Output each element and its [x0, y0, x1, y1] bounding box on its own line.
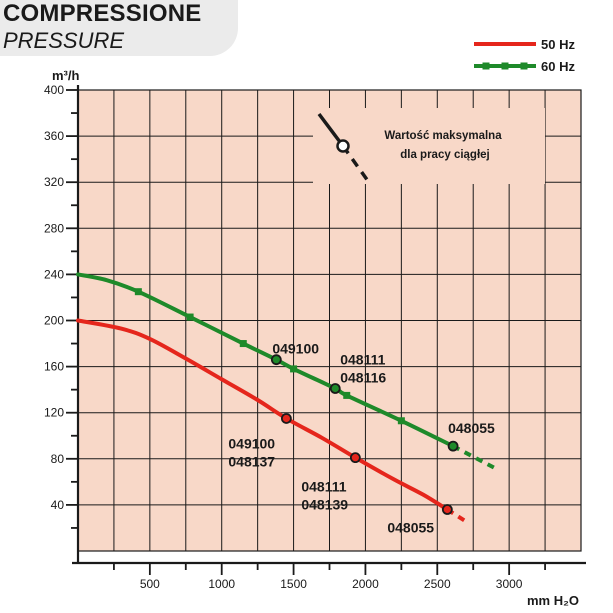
- y-tick-label: 280: [44, 221, 64, 235]
- x-tick-label: 500: [140, 577, 160, 591]
- y-tick-label: 200: [44, 314, 64, 328]
- point-label: 048055: [387, 520, 434, 536]
- point-label: 048137: [228, 453, 275, 469]
- annotation-text-line1: Wartość maksymalna: [384, 130, 502, 142]
- point-label: 049100: [228, 435, 275, 451]
- annotation-text-line2: dla pracy ciągłej: [400, 149, 490, 161]
- chart-title: COMPRESSIONE: [3, 0, 202, 27]
- y-tick-label: 240: [44, 267, 64, 281]
- series-marker-60hz: [343, 391, 351, 399]
- legend-marker: [482, 62, 490, 70]
- y-tick-label: 80: [51, 452, 65, 466]
- point-label: 048111: [340, 351, 385, 367]
- x-tick-label: 1000: [208, 577, 235, 591]
- operating-point: [270, 354, 282, 366]
- x-tick-label: 3000: [496, 577, 523, 591]
- legend-label: 50 Hz: [541, 37, 575, 52]
- series-marker-60hz: [239, 340, 247, 348]
- operating-point: [329, 383, 341, 394]
- point-label: 048111: [301, 479, 346, 495]
- point-label: 049100: [272, 341, 319, 357]
- title-bar: COMPRESSIONE PRESSURE: [0, 0, 238, 56]
- y-tick-label: 120: [44, 406, 64, 420]
- series-marker-60hz: [186, 313, 194, 321]
- series-line-50hz: [76, 318, 450, 512]
- y-tick-label: 400: [44, 83, 64, 97]
- y-tick-label: 320: [44, 175, 64, 189]
- operating-point: [280, 413, 292, 424]
- x-tick-label: 2000: [352, 577, 379, 591]
- x-axis-label: mm H₂O: [527, 593, 579, 608]
- y-tick-label: 360: [44, 129, 64, 143]
- y-axis-label: m³/h: [52, 68, 80, 83]
- x-tick-label: 2500: [424, 577, 451, 591]
- y-tick-label: 40: [51, 498, 65, 512]
- series-marker-60hz: [397, 417, 405, 425]
- annotation-line-dashed: [341, 144, 370, 183]
- operating-point: [349, 452, 361, 464]
- chart-subtitle: PRESSURE: [3, 28, 125, 53]
- legend-marker: [520, 62, 528, 70]
- operating-point: [447, 440, 459, 452]
- series-marker-60hz: [134, 288, 142, 296]
- operating-point: [441, 504, 453, 515]
- x-tick-label: 1500: [280, 577, 307, 591]
- legend-marker: [501, 62, 509, 70]
- point-label: 048139: [301, 497, 348, 513]
- annotation-box: [313, 108, 545, 184]
- point-label: 048116: [340, 369, 386, 385]
- point-label: 048055: [448, 420, 495, 436]
- y-tick-label: 160: [44, 360, 64, 374]
- annotation-point: [336, 139, 350, 153]
- series-marker-60hz: [290, 365, 298, 373]
- legend-label: 60 Hz: [541, 59, 575, 74]
- series-extension-60hz: [452, 444, 496, 470]
